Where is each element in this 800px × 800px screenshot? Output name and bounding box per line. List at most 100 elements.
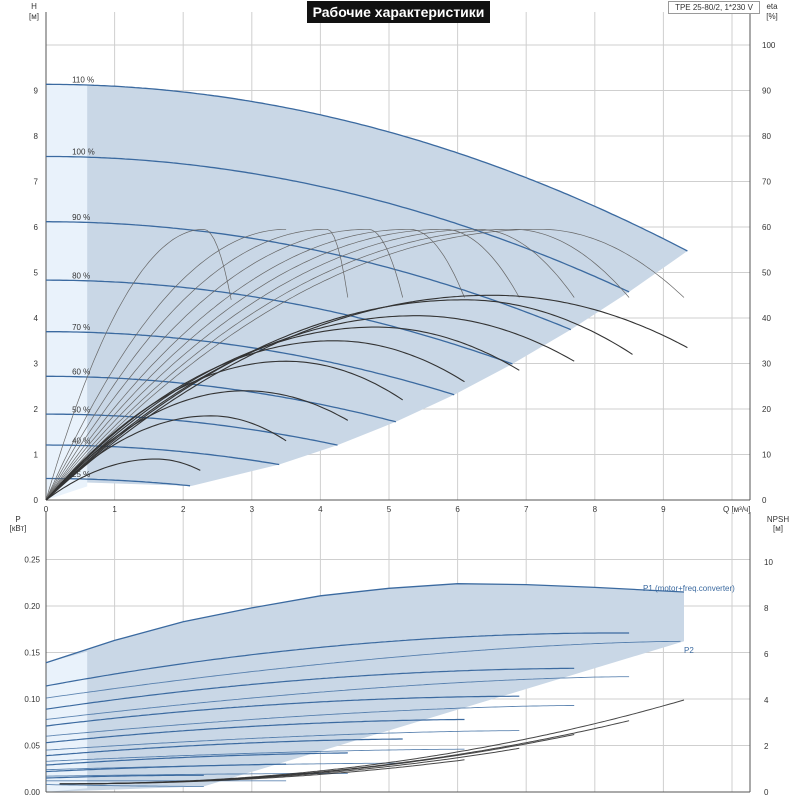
chart-title: Рабочие характеристики [307,1,490,23]
y2-tick-label: 40 [762,314,771,323]
speed-label: 100 % [72,148,95,157]
p-tick-label: 0.15 [24,649,40,658]
p-tick-label: 0.10 [24,695,40,704]
x-tick-label: 4 [318,505,323,514]
y2-tick-label: 90 [762,87,771,96]
y-tick-label: 9 [34,87,39,96]
head-curve [46,83,688,252]
y-tick-label: 3 [34,360,39,369]
eta-curve [45,315,575,501]
x-tick-label: 7 [524,505,529,514]
eta-curve-grey [45,228,287,501]
p1-curve [45,774,204,779]
p2-curve [45,762,403,771]
p2-curve [45,640,681,699]
eta-curve [45,360,403,501]
speed-label: 50 % [72,405,90,414]
y2-axis-label: eta [766,2,778,11]
y2-tick-label: 60 [762,223,771,232]
npsh-tick-label: 10 [764,558,773,567]
p1-curve [45,695,520,727]
y2-tick-label: 30 [762,360,771,369]
p2-curve [46,784,204,787]
y2-tick-label: 100 [762,41,776,50]
p2-curve [45,705,575,737]
npsh-axis-unit: [м] [773,524,783,533]
p-axis-unit: [кВт] [10,524,27,533]
speed-label: 25 % [72,470,90,479]
y2-tick-label: 10 [762,451,771,460]
pump-model-label: TPE 25-80/2, 1*230 V [668,1,760,14]
x-tick-label: 3 [250,505,255,514]
p1-curve [45,632,630,687]
p1-curve [45,738,403,757]
operating-area-band [46,84,688,501]
eta-curve-grey [45,228,349,501]
y2-tick-label: 80 [762,132,771,141]
y-tick-label: 8 [34,132,39,141]
y2-tick-label: 50 [762,269,771,278]
y2-axis-unit: [%] [766,12,778,21]
eta-curve [45,294,688,501]
npsh-curve [59,759,465,785]
speed-label: 90 % [72,213,90,222]
p1-curve [45,667,575,710]
y-tick-label: 7 [34,178,39,187]
power-band [46,583,684,792]
npsh-tick-label: 0 [764,788,769,797]
low-flow-band [46,651,88,792]
y-axis-label: H [31,2,37,11]
eta-curve-grey [45,228,685,501]
series-label-p2: P2 [684,646,694,655]
speed-label: 40 % [72,436,90,445]
eta-curve-grey [45,228,404,501]
npsh-tick-label: 8 [764,604,769,613]
p1-curve [45,583,685,664]
y-tick-label: 2 [34,405,39,414]
p-axis-label: P [15,515,20,524]
x-tick-label: 1 [112,505,117,514]
speed-label: 60 % [72,368,90,377]
speed-label: 110 % [72,76,94,85]
y2-tick-label: 0 [762,496,767,505]
p-tick-label: 0.00 [24,788,40,797]
y2-tick-label: 70 [762,178,771,187]
y-tick-label: 0 [34,496,39,505]
head-curve [46,375,397,423]
eta-curve-grey [45,228,630,501]
low-flow-band [46,84,88,501]
x-tick-label: 6 [455,505,460,514]
x-tick-label: 5 [387,505,392,514]
y-tick-label: 5 [34,269,39,278]
eta-curve-grey [45,228,232,501]
eta-curve-grey [45,228,520,501]
y-tick-label: 6 [34,223,39,232]
p1-curve [45,718,465,744]
p-tick-label: 0.05 [24,742,40,751]
y-tick-label: 4 [34,314,39,323]
eta-curve-grey [45,228,575,501]
series-label-p1: P1 (motor+freq.converter) [643,584,735,593]
head-curve [46,331,455,396]
p-tick-label: 0.20 [24,602,40,611]
y-tick-label: 1 [34,451,39,460]
npsh-tick-label: 6 [764,650,769,659]
head-curve [46,279,513,365]
y-axis-unit: [м] [29,12,39,21]
p2-curve [45,676,630,720]
speed-label: 80 % [72,271,90,280]
x-tick-label: 9 [661,505,666,514]
head-curve [46,221,572,331]
p2-curve [45,730,520,751]
x-tick-label: 0 [44,505,49,514]
eta-curve [45,299,633,501]
p1-curve [45,752,348,766]
x-axis-label: Q [м³/ч] [723,505,750,514]
x-tick-label: 2 [181,505,186,514]
npsh-axis-label: NPSH [767,515,789,524]
npsh-tick-label: 2 [764,742,769,751]
x-tick-label: 8 [593,505,598,514]
speed-label: 70 % [72,323,90,332]
y2-tick-label: 20 [762,405,771,414]
